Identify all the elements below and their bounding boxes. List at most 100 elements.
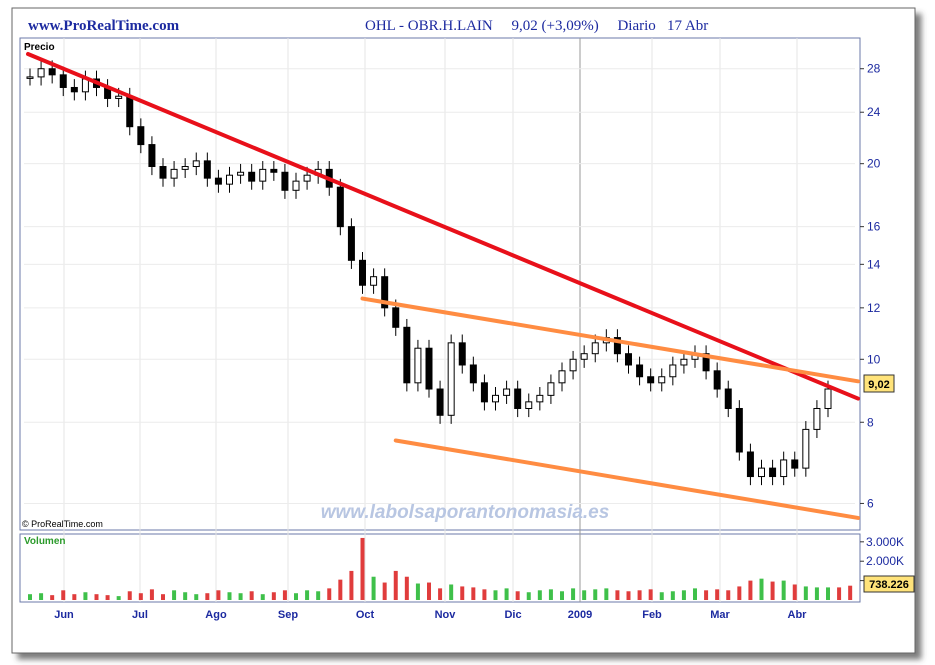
volume-bar (427, 582, 431, 600)
volume-bar (571, 588, 576, 600)
x-tick-label: Nov (435, 609, 457, 621)
volume-bar (294, 593, 298, 600)
candle-body (26, 76, 34, 79)
candle-body (436, 388, 444, 416)
candle-body (381, 276, 389, 309)
volume-bar (748, 580, 753, 600)
volume-panel-label: Volumen (24, 536, 65, 547)
candle-body (680, 358, 688, 366)
candle-body (226, 174, 233, 185)
candle-body (37, 68, 45, 78)
volume-bar (504, 588, 509, 600)
volume-bar (404, 576, 409, 600)
volume-bar (271, 592, 276, 600)
candle-body (181, 166, 189, 170)
candle-body (414, 347, 422, 384)
volume-bar (659, 592, 664, 600)
candle-body (303, 174, 311, 182)
volume-bar (349, 570, 354, 600)
y-tick-label: 14 (867, 257, 881, 271)
volume-bar (582, 590, 587, 600)
volume-bar (726, 590, 731, 600)
volume-bar (138, 593, 143, 600)
site-title: www.ProRealTime.com (28, 18, 180, 34)
volume-bar (282, 590, 287, 600)
x-tick-label: Abr (788, 609, 808, 621)
volume-bar (249, 591, 254, 600)
channel-line (360, 296, 860, 384)
candle-body (525, 401, 533, 409)
last-price-change: 9,02 (+3,09%) (511, 18, 599, 34)
volume-bar (693, 588, 697, 600)
candle-body (780, 459, 788, 478)
volume-bar (681, 590, 686, 600)
candle-body (59, 74, 67, 88)
volume-bar (172, 590, 177, 600)
candle-body (824, 388, 832, 409)
copyright-label: © ProRealTime.com (22, 519, 103, 529)
candle-body (469, 364, 477, 384)
volume-bar (183, 592, 188, 600)
volume-bar (305, 590, 310, 600)
volume-bar (737, 586, 742, 600)
y-tick-label: 10 (867, 352, 881, 366)
volume-bar (338, 579, 343, 600)
instrument-name: OHL - OBR.H.LAIN (365, 18, 493, 34)
volume-bar (382, 582, 387, 600)
volume-bar (615, 590, 620, 600)
candle-body (115, 95, 123, 99)
candle-body (70, 86, 78, 93)
volume-bar (792, 584, 797, 600)
volume-bar (238, 593, 243, 600)
time-axis: Jun Jul Ago Sep Oct Nov Dic 2009 Feb Mar Abr (54, 609, 807, 621)
x-tick-label: Dic (504, 609, 521, 621)
volume-bar (438, 588, 443, 600)
y-tick-label: 12 (867, 301, 881, 315)
y-tick-label: 6 (867, 496, 874, 510)
x-tick-label: Mar (710, 609, 730, 621)
candle-body (148, 144, 156, 168)
volume-bar (848, 585, 853, 600)
candle-body (492, 394, 499, 403)
candle-body (403, 326, 411, 384)
volume-bar (670, 591, 675, 600)
channel-line (393, 438, 860, 520)
candle-body (802, 428, 810, 469)
volume-bar (83, 592, 88, 600)
volume-bar (471, 587, 476, 600)
candle-body (248, 171, 256, 182)
x-tick-label: Ago (205, 609, 227, 621)
watermark: www.labolsaporantonomasia.es (321, 502, 610, 523)
candle-body (536, 394, 544, 403)
volume-bar (205, 593, 210, 600)
candle-body (270, 168, 278, 173)
volume-tick-label: 2.000K (866, 554, 904, 568)
volume-bar (493, 590, 498, 600)
price-axis: 28 24 20 16 14 12 10 8 6 (860, 62, 881, 510)
volume-bar (781, 580, 786, 600)
y-tick-label: 8 (867, 415, 874, 429)
candle-body (658, 376, 666, 384)
volume-bar (39, 593, 44, 600)
volume-bar (415, 583, 420, 600)
candle-body (214, 177, 222, 185)
grid-lines (24, 38, 855, 602)
x-tick-label: Oct (356, 609, 375, 621)
candle-body (292, 180, 300, 191)
volume-bar (637, 590, 642, 600)
candle-body (713, 370, 721, 390)
candle-body (791, 459, 799, 469)
volume-bar (61, 590, 66, 600)
candle-body (126, 95, 134, 128)
y-tick-label: 24 (867, 105, 881, 119)
candle-body (769, 467, 777, 478)
volume-bar (560, 591, 564, 600)
candle-body (547, 382, 555, 396)
volume-bar (360, 537, 365, 600)
candle-body (480, 382, 488, 403)
x-tick-label: Sep (278, 609, 298, 621)
instrument-header: OHL - OBR.H.LAIN 9,02 (+3,09%) Diario 17… (365, 18, 708, 35)
volume-bar (393, 570, 398, 600)
volume-bar (260, 594, 265, 600)
